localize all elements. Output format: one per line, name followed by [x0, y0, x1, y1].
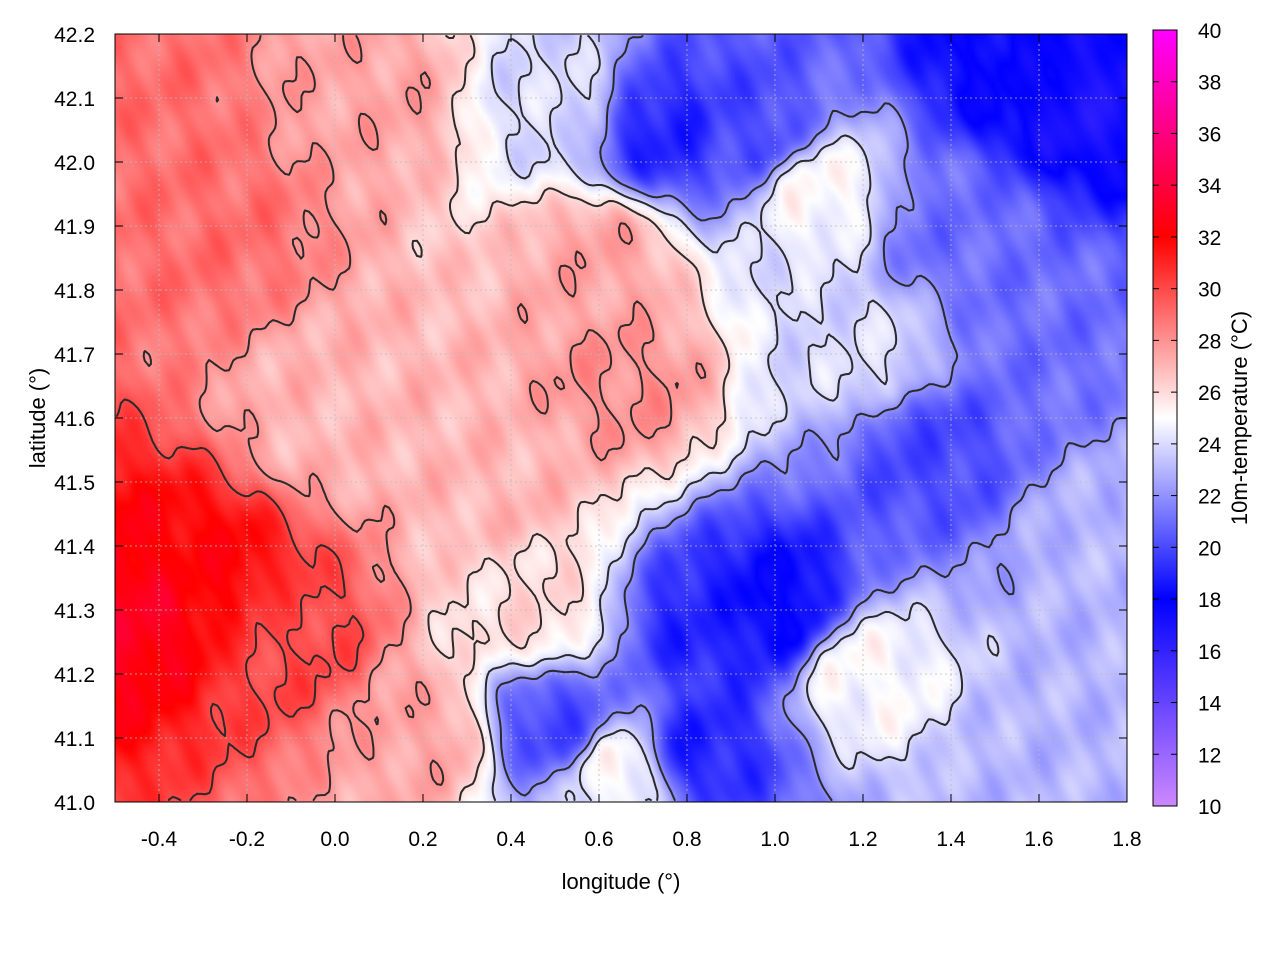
colorbar-tick-label: 30	[1198, 279, 1221, 302]
colorbar-tick-label: 24	[1198, 434, 1222, 457]
contour-line-26	[411, 35, 731, 801]
contour-line-30	[116, 398, 365, 801]
y-tick-label: 42.0	[54, 152, 95, 175]
y-tick-label: 41.7	[54, 344, 95, 367]
y-tick-label: 41.4	[54, 536, 95, 559]
x-tick-label: 1.4	[936, 828, 966, 851]
x-tick-label: -0.2	[229, 828, 265, 851]
x-tick-label: 0.8	[672, 828, 701, 851]
colorbar-label: 10m-temperature (°C)	[1227, 311, 1252, 525]
colorbar-tick-label: 10	[1198, 796, 1221, 819]
y-tick-label: 41.0	[54, 792, 95, 815]
colorbar-tick-label: 38	[1198, 72, 1221, 95]
colorbar-tick-label: 36	[1198, 123, 1221, 146]
colorbar-tick-label: 34	[1198, 175, 1222, 198]
x-tick-label: 1.2	[848, 828, 877, 851]
colorbar-tick-label: 16	[1198, 641, 1221, 664]
colorbar-tick-label: 22	[1198, 486, 1221, 509]
colorbar-tick-label: 28	[1198, 330, 1221, 353]
x-tick-label: 0.2	[408, 828, 437, 851]
colorbar-tick-label: 20	[1198, 537, 1221, 560]
x-tick-label: -0.4	[141, 828, 178, 851]
y-tick-label: 42.2	[54, 24, 95, 47]
contour-line-28	[142, 35, 707, 801]
x-tick-label: 1.0	[760, 828, 789, 851]
contour-line-24	[484, 35, 1000, 801]
y-tick-label: 41.2	[54, 664, 95, 687]
y-axis-label: latitude (°)	[25, 368, 50, 469]
colorbar-gradient	[1152, 29, 1178, 807]
x-tick-label: 0.0	[320, 828, 349, 851]
colorbar-tick-label: 18	[1198, 589, 1221, 612]
x-axis-ticks: -0.4 -0.2 0.0 0.2 0.4 0.6 0.8 1.0 1.2 1.4 1.6 1.8	[141, 34, 1142, 851]
y-tick-label: 41.3	[54, 600, 95, 623]
x-axis-label: longitude (°)	[562, 869, 681, 894]
colorbar: 10 12 14 16 18 20 22 24 26 28 30 32 34 36 38 40 10m-tem…	[1152, 20, 1252, 819]
colorbar-ticks: 10 12 14 16 18 20 22 24 26 28 30 32 34 36 38 40	[1153, 20, 1222, 819]
y-axis-ticks: 41.0 41.1 41.2 41.3 41.4 41.5 41.6 41.7 41.8 41.9…	[54, 24, 1127, 815]
y-tick-label: 41.6	[54, 408, 95, 431]
x-tick-label: 1.6	[1024, 828, 1053, 851]
x-tick-label: 0.6	[584, 828, 613, 851]
y-tick-label: 41.9	[54, 216, 95, 239]
x-tick-label: 0.4	[496, 828, 526, 851]
y-tick-label: 41.5	[54, 472, 95, 495]
contour-lines	[116, 35, 1126, 801]
y-tick-label: 41.1	[54, 728, 95, 751]
y-tick-label: 42.1	[54, 88, 95, 111]
colorbar-tick-label: 32	[1198, 227, 1221, 250]
colorbar-tick-label: 40	[1198, 20, 1221, 43]
colorbar-tick-label: 14	[1198, 693, 1222, 716]
plot-area	[114, 33, 1128, 803]
colorbar-tick-label: 12	[1198, 744, 1221, 767]
y-tick-label: 41.8	[54, 280, 95, 303]
x-tick-label: 1.8	[1112, 828, 1141, 851]
colorbar-tick-label: 26	[1198, 382, 1221, 405]
contour-line-22	[495, 35, 1126, 801]
